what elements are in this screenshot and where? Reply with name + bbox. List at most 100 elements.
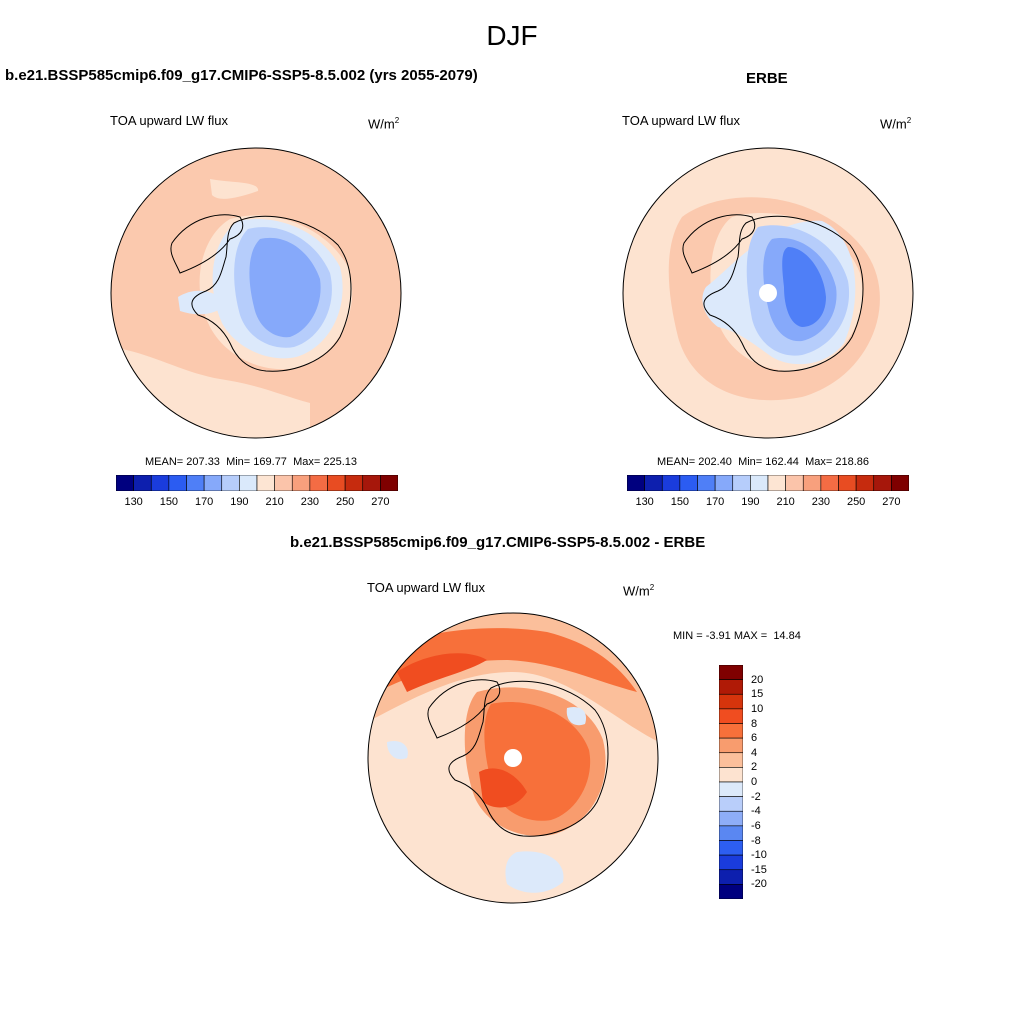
- diff-missing-pole: [504, 749, 522, 767]
- model-colorbar-tick-label: 150: [159, 496, 179, 508]
- diff-map-border: [367, 612, 659, 904]
- model-colorbar-tick-label: 270: [371, 496, 390, 508]
- obs-colorbar-swatch: [627, 475, 645, 491]
- obs-colorbar-swatch: [873, 475, 892, 491]
- obs-colorbar-tick-label: 190: [741, 496, 760, 508]
- diff-colorbar-ticks: 20 15 10 8 6 4 2 0 -2 -4 -6 -8 -10 -15 -20: [749, 665, 789, 899]
- diff-colorbar-tick-label: 10: [751, 702, 764, 715]
- diff-colorbar-tick-label: 2: [751, 761, 758, 774]
- obs-colorbar-swatch: [644, 475, 663, 491]
- diff-colorbar-swatch: [719, 708, 743, 724]
- model-colorbar-swatch: [309, 475, 328, 491]
- diff-colorbar-tick-label: 4: [751, 746, 758, 759]
- obs-variable-label: TOA upward LW flux: [622, 113, 741, 128]
- diff-cool-west: [387, 740, 408, 760]
- obs-stats: MEAN= 202.40 Min= 162.44 Max= 218.86: [657, 456, 869, 468]
- obs-colorbar-tick-label: 230: [811, 496, 831, 508]
- diff-cool-east: [566, 706, 587, 726]
- model-colorbar-tick-label: 190: [230, 496, 249, 508]
- diff-colorbar-swatch: [719, 679, 743, 695]
- diff-colorbar-swatch: [719, 767, 743, 783]
- obs-colorbar-ticks: 130 150 170 190 210 230 250 270: [627, 496, 909, 510]
- model-colorbar-tick-label: 130: [124, 496, 143, 508]
- obs-ice-core: [782, 247, 826, 327]
- diff-colorbar-tick-label: 6: [751, 732, 758, 745]
- model-colorbar: [116, 475, 398, 491]
- diff-colorbar-swatch: [719, 810, 743, 827]
- model-colorbar-tick-label: 170: [194, 496, 214, 508]
- diff-colorbar-tick-label: -4: [751, 805, 761, 818]
- diff-colorbar-tick-label: -20: [751, 878, 767, 891]
- diff-colorbar-swatch: [719, 752, 743, 768]
- obs-colorbar-swatch: [767, 475, 786, 491]
- diff-colorbar: [719, 665, 743, 899]
- obs-missing-pole: [759, 284, 777, 302]
- obs-colorbar-swatch: [891, 475, 909, 491]
- obs-colorbar-swatch: [820, 475, 839, 491]
- figure-title: DJF: [486, 20, 538, 51]
- diff-colorbar-swatch: [719, 781, 743, 797]
- obs-polar-map: [622, 147, 914, 439]
- diff-colorbar-swatch: [719, 723, 743, 739]
- obs-colorbar: [627, 475, 909, 491]
- diff-colorbar-tick-label: -10: [751, 849, 767, 862]
- obs-map-border: [622, 147, 914, 439]
- obs-colorbar-tick-label: 250: [846, 496, 866, 508]
- model-panel-title: b.e21.BSSP585cmip6.f09_g17.CMIP6-SSP5-8.…: [5, 67, 478, 84]
- diff-polar-map: [367, 612, 659, 904]
- obs-colorbar-swatch: [661, 475, 681, 491]
- model-colorbar-swatch: [380, 475, 398, 491]
- obs-colorbar-swatch: [714, 475, 734, 491]
- obs-colorbar-swatch: [697, 475, 716, 491]
- diff-colorbar-tick-label: -8: [751, 834, 761, 847]
- model-coastline: [170, 214, 352, 372]
- diff-colorbar-swatch: [719, 854, 743, 871]
- obs-colorbar-tick-label: 150: [670, 496, 690, 508]
- diff-warm-north-strong: [377, 628, 637, 692]
- obs-colorbar-swatch: [679, 475, 698, 491]
- obs-colorbar-swatch: [785, 475, 804, 491]
- obs-colorbar-swatch: [802, 475, 822, 491]
- model-map-border: [110, 147, 402, 439]
- model-colorbar-swatch: [256, 475, 275, 491]
- obs-colorbar-swatch: [855, 475, 875, 491]
- model-colorbar-ticks: 130 150 170 190 210 230 250 270: [116, 496, 398, 510]
- diff-coastline: [427, 679, 609, 837]
- model-colorbar-swatch: [327, 475, 346, 491]
- obs-colorbar-tick-label: 130: [635, 496, 654, 508]
- diff-colorbar-tick-label: 15: [751, 688, 764, 701]
- model-variable-label: TOA upward LW flux: [110, 113, 229, 128]
- diff-colorbar-tick-label: -2: [751, 790, 761, 803]
- diff-colorbar-swatch: [719, 840, 743, 856]
- obs-colorbar-tick-label: 270: [882, 496, 901, 508]
- diff-stats: MIN = -3.91 MAX = 14.84: [673, 630, 801, 642]
- model-colorbar-swatch: [133, 475, 152, 491]
- diff-colorbar-tick-label: 20: [751, 673, 764, 686]
- diff-colorbar-swatch: [719, 796, 743, 812]
- obs-units-label: W/m2: [880, 116, 912, 132]
- obs-colorbar-tick-label: 170: [705, 496, 725, 508]
- model-stats: MEAN= 207.33 Min= 169.77 Max= 225.13: [145, 456, 357, 468]
- model-colorbar-swatch: [150, 475, 170, 491]
- diff-warm-nw: [397, 653, 487, 692]
- diff-colorbar-swatch: [719, 737, 743, 754]
- diff-colorbar-swatch: [719, 884, 743, 899]
- obs-colorbar-swatch: [750, 475, 769, 491]
- model-colorbar-tick-label: 250: [335, 496, 355, 508]
- model-polar-map: [110, 147, 402, 439]
- diff-colorbar-tick-label: -6: [751, 819, 761, 832]
- diff-colorbar-tick-label: -15: [751, 863, 767, 876]
- diff-ice-warm3: [479, 768, 527, 808]
- diff-colorbar-swatch: [719, 869, 743, 885]
- diff-colorbar-swatch: [719, 693, 743, 710]
- diff-colorbar-tick-label: 8: [751, 717, 758, 730]
- diff-colorbar-tick-label: 0: [751, 776, 758, 788]
- diff-panel-title: b.e21.BSSP585cmip6.f09_g17.CMIP6-SSP5-8.…: [290, 534, 706, 551]
- model-units-label: W/m2: [368, 116, 400, 132]
- model-ice-peninsula: [178, 290, 226, 315]
- model-colorbar-tick-label: 230: [300, 496, 320, 508]
- obs-colorbar-tick-label: 210: [776, 496, 795, 508]
- model-colorbar-swatch: [221, 475, 240, 491]
- model-colorbar-swatch: [168, 475, 187, 491]
- obs-coastline: [682, 214, 864, 372]
